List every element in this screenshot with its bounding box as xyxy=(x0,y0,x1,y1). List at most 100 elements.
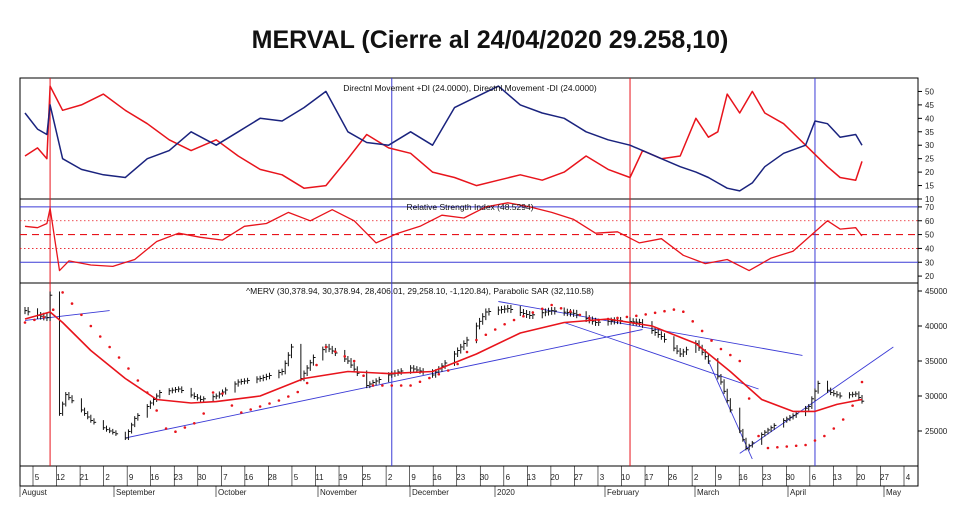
sar-dot xyxy=(352,359,356,363)
sar-dot xyxy=(569,310,572,313)
x-tick-label: 26 xyxy=(668,473,677,482)
y-tick-label: 50 xyxy=(925,87,934,96)
y-tick-label: 30 xyxy=(925,258,934,267)
trend-line xyxy=(564,322,759,390)
sar-dot xyxy=(682,310,685,314)
month-label: May xyxy=(886,488,901,497)
sar-dot xyxy=(804,443,807,447)
sar-dot xyxy=(136,379,140,382)
month-label: November xyxy=(320,488,357,497)
y-tick-label: 70 xyxy=(925,203,934,212)
x-tick-label: 16 xyxy=(150,473,159,482)
y-tick-label: 35 xyxy=(925,128,934,137)
y-tick-label: 40 xyxy=(925,114,934,123)
month-label: February xyxy=(607,488,639,497)
sar-dot xyxy=(287,395,290,398)
month-label: March xyxy=(697,488,719,497)
rsi-panel-title: Relative Strength Index (48.5294) xyxy=(406,202,533,212)
y-tick-label: 45000 xyxy=(925,287,948,296)
dmi-panel-title: Directnl Movement +DI (24.0000), Directn… xyxy=(343,83,597,93)
x-tick-label: 6 xyxy=(812,473,817,482)
y-tick-label: 35000 xyxy=(925,357,948,366)
sar-dot xyxy=(155,409,158,412)
sar-dot xyxy=(860,380,864,384)
sar-dot xyxy=(240,411,243,414)
sar-dot xyxy=(634,314,638,318)
sar-dot xyxy=(512,318,516,322)
x-tick-label: 9 xyxy=(129,473,134,482)
y-tick-label: 20 xyxy=(925,272,934,281)
y-tick-label: 45 xyxy=(925,101,934,110)
sar-dot xyxy=(475,338,478,342)
trend-line xyxy=(498,301,803,356)
trend-lines xyxy=(24,301,894,460)
x-tick-label: 30 xyxy=(197,473,206,482)
sar-dot xyxy=(794,444,798,448)
sar-dot xyxy=(672,308,676,311)
sar-dot xyxy=(823,434,826,438)
x-tick-label: 12 xyxy=(56,473,65,482)
x-tick-label: 9 xyxy=(411,473,416,482)
sar-dot xyxy=(719,347,723,351)
sar-dot xyxy=(653,311,657,315)
sar-dot xyxy=(371,384,375,387)
y-tick-label: 40 xyxy=(925,244,934,253)
price-panel-title: ^MERV (30,378.94, 30,378.94, 28,406.01, … xyxy=(246,286,594,296)
sar-dot xyxy=(51,308,55,312)
trend-line xyxy=(739,346,894,454)
month-label: 2020 xyxy=(497,488,515,497)
x-tick-label: 30 xyxy=(480,473,489,482)
sar-dot xyxy=(202,412,205,415)
x-tick-label: 16 xyxy=(739,473,748,482)
y-tick-label: 40000 xyxy=(925,322,948,331)
data-series xyxy=(23,85,865,451)
chart-title: MERVAL (Cierre al 24/04/2020 29.258,10) xyxy=(251,26,729,54)
sar-dot xyxy=(23,321,27,324)
x-tick-label: 13 xyxy=(833,473,842,482)
sar-dot xyxy=(465,350,469,354)
sar-dot xyxy=(418,380,422,384)
sar-dot xyxy=(691,320,695,323)
x-tick-label: 9 xyxy=(717,473,722,482)
x-tick-label: 2 xyxy=(694,473,699,482)
x-tick-label: 11 xyxy=(315,473,324,482)
sar-dot xyxy=(540,307,544,311)
x-tick-label: 25 xyxy=(362,473,371,482)
sar-dot xyxy=(587,316,591,320)
sar-dot xyxy=(503,322,506,326)
x-tick-label: 5 xyxy=(294,473,299,482)
sar-dot xyxy=(625,315,629,319)
trend-line xyxy=(24,310,110,321)
sar-dot xyxy=(42,315,46,319)
x-tick-label: 13 xyxy=(527,473,536,482)
y-tick-label: 20 xyxy=(925,168,934,177)
sar-dot xyxy=(409,384,412,387)
plus-di-line xyxy=(24,85,863,189)
month-label: April xyxy=(790,488,806,497)
sar-dot xyxy=(89,324,93,328)
sar-dot xyxy=(757,434,760,438)
x-tick-label: 6 xyxy=(506,473,511,482)
sar-dot xyxy=(296,390,300,394)
x-tick-label: 23 xyxy=(174,473,183,482)
sar-dot xyxy=(766,446,770,450)
x-tick-label: 28 xyxy=(268,473,277,482)
x-tick-label: 23 xyxy=(762,473,771,482)
sar-dot xyxy=(484,333,488,337)
x-tick-label: 16 xyxy=(433,473,442,482)
sar-dot xyxy=(192,422,196,425)
x-tick-label: 16 xyxy=(244,473,253,482)
sar-dot xyxy=(249,408,253,411)
x-tick-label: 3 xyxy=(600,473,605,482)
sar-dot xyxy=(606,317,610,321)
sar-dot xyxy=(729,353,732,357)
sar-dot xyxy=(334,350,337,353)
sar-dot xyxy=(108,345,111,349)
x-tick-label: 19 xyxy=(339,473,348,482)
x-tick-label: 4 xyxy=(906,473,911,482)
sar-dot xyxy=(258,405,262,408)
sar-dot xyxy=(531,311,535,314)
x-tick-label: 20 xyxy=(550,473,559,482)
sar-dot xyxy=(80,313,83,317)
